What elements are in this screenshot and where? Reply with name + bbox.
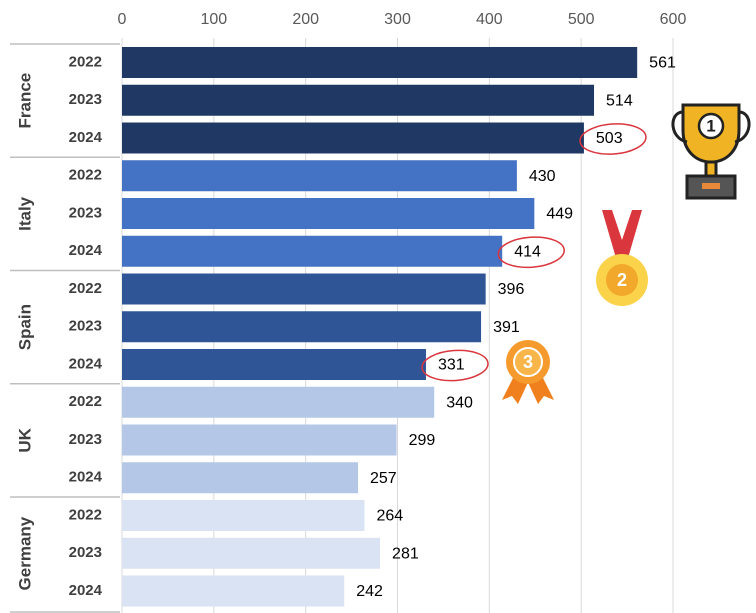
bar: [122, 311, 482, 343]
value-label: 391: [493, 319, 520, 336]
x-tick-label: 0: [118, 11, 127, 28]
value-label: 449: [546, 206, 573, 223]
x-tick-label: 200: [292, 11, 319, 28]
highlight-circle: [421, 349, 489, 382]
trophy-handles: [671, 110, 751, 144]
bar: [122, 462, 359, 494]
x-tick-label: 100: [200, 11, 227, 28]
value-label: 264: [376, 508, 403, 525]
medal-face: [606, 264, 638, 296]
award-icon: 3: [502, 340, 554, 404]
award-rank: 2: [617, 270, 627, 290]
bar: [122, 160, 517, 192]
award-icon: 2: [596, 210, 648, 306]
value-label: 331: [438, 357, 465, 374]
trophy-stem: [704, 160, 718, 178]
y-tick-label: 2023: [69, 91, 102, 108]
bar: [122, 198, 535, 229]
medal-ribbon: [602, 210, 642, 258]
x-tick-label: 300: [384, 11, 411, 28]
highlight-circle: [497, 236, 565, 269]
bar: [122, 273, 486, 305]
bar: [122, 235, 503, 267]
value-label: 340: [446, 394, 473, 411]
y-tick-label: 2022: [69, 53, 102, 70]
award-rank: 3: [523, 352, 533, 372]
bar: [122, 47, 638, 78]
value-label: 396: [498, 281, 525, 298]
medal-ribbon: [502, 372, 554, 404]
bar: [122, 349, 426, 380]
y-tick-label: 2023: [69, 431, 102, 448]
value-label: 561: [649, 55, 676, 72]
y-tick-label: 2022: [69, 280, 102, 297]
group-label: Spain: [15, 304, 34, 350]
y-tick-label: 2022: [69, 506, 102, 523]
group-label: France: [15, 73, 34, 129]
y-tick-label: 2024: [69, 129, 103, 146]
award-rank: 1: [706, 116, 715, 135]
y-tick-label: 2023: [69, 544, 102, 561]
medal-face: [513, 347, 543, 377]
bar: [122, 386, 435, 418]
x-tick-label: 400: [476, 11, 503, 28]
x-tick-label: 500: [568, 11, 595, 28]
bar: [122, 122, 584, 154]
y-tick-label: 2022: [69, 167, 102, 184]
highlight-circle: [579, 123, 647, 155]
group-label: UK: [15, 427, 34, 452]
trophy-badge: [697, 112, 725, 140]
value-label: 281: [392, 545, 419, 562]
y-tick-label: 2023: [69, 318, 102, 335]
y-tick-label: 2024: [69, 242, 103, 259]
value-label: 242: [356, 583, 383, 600]
value-label: 514: [606, 92, 633, 109]
bar: [122, 424, 397, 456]
y-tick-label: 2024: [69, 582, 103, 599]
y-tick-label: 2023: [69, 204, 102, 221]
value-label: 299: [409, 432, 436, 449]
group-label: Germany: [15, 516, 34, 590]
y-tick-label: 2024: [69, 355, 103, 372]
group-label: Italy: [15, 196, 34, 231]
bar: [122, 537, 381, 569]
y-tick-label: 2022: [69, 393, 102, 410]
x-tick-label: 600: [660, 11, 687, 28]
y-tick-label: 2024: [69, 469, 103, 486]
value-label: 257: [370, 470, 397, 487]
trophy-plate: [702, 183, 720, 189]
bar: [122, 575, 345, 607]
value-label: 430: [529, 168, 556, 185]
value-label: 414: [514, 243, 541, 260]
value-label: 503: [596, 130, 623, 147]
award-icon: 1: [671, 103, 751, 200]
bar: [122, 84, 595, 116]
bar: [122, 500, 365, 531]
